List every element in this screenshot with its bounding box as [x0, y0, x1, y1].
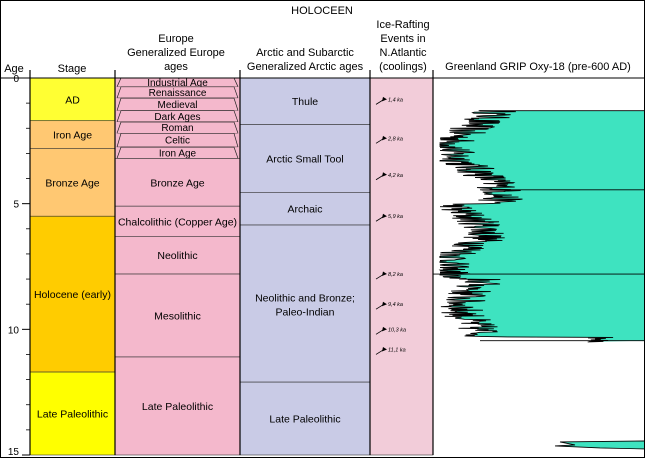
europe-band: [114, 356, 241, 456]
arctic-header-line1: Arctic and Subarctic: [256, 47, 354, 59]
age-header: Age: [4, 63, 24, 75]
europe-band: [114, 236, 241, 275]
europe-label: Neolithic: [157, 250, 197, 262]
ice-event-arrow: [382, 326, 387, 332]
ice-event-arrow: [382, 346, 387, 352]
europe-header-line2: Generalized Europe: [127, 47, 225, 59]
arctic-label: Archaic: [287, 204, 322, 216]
ice-event-label: 10,3 ka: [388, 327, 406, 333]
age-tick-label: 5: [13, 200, 19, 211]
ice-header-line1: Ice-Rafting: [376, 19, 429, 31]
stage-label: Holocene (early): [34, 289, 111, 301]
arctic-label: Neolithic and Bronze;: [255, 293, 355, 305]
arctic-band: [239, 381, 371, 456]
grip-late-segment: [554, 440, 645, 450]
europe-label: Renaissance: [149, 88, 207, 99]
arctic-header-line2: Generalized Arctic ages: [247, 61, 364, 73]
age-tick-label: 15: [8, 447, 20, 458]
stage-header: Stage: [58, 63, 87, 75]
europe-header-line3: ages: [164, 61, 188, 73]
europe-header-line1: Europe: [158, 33, 193, 45]
ice-event-arrow: [382, 135, 387, 141]
ice-event-label: 2,8 ka: [387, 136, 403, 142]
europe-label: Bronze Age: [150, 177, 204, 189]
ice-event-arrow: [382, 271, 387, 277]
ice-event-arrow: [382, 96, 387, 102]
europe-band: [114, 273, 241, 358]
age-axis: 0 5 10 15: [8, 74, 30, 458]
age-tick-label: 10: [8, 325, 20, 336]
stage-column: AD Iron Age Bronze Age Holocene (early) Late…: [29, 77, 116, 456]
stage-band: [29, 215, 116, 373]
arctic-label: Late Paleolithic: [269, 414, 340, 426]
arctic-label: Arctic Small Tool: [266, 153, 343, 165]
ice-rafting-column: 1,4 ka 2,8 ka 4,2 ka 5,9 ka 8,2 ka 9,4 ka 10,3…: [369, 77, 434, 456]
europe-label: Celtic: [165, 136, 190, 147]
europe-label: Roman: [161, 123, 193, 134]
ice-header-line3: N.Atlantic: [379, 47, 427, 59]
chart-title: HOLOCEEN: [291, 5, 353, 17]
arctic-band: [239, 192, 371, 226]
ice-event-arrow: [382, 213, 387, 219]
ice-header-line4: (coolings): [379, 61, 427, 73]
arctic-band: [239, 224, 371, 383]
stage-label: Iron Age: [53, 130, 92, 142]
stage-band: [29, 371, 116, 456]
ice-event-label: 1,4 ka: [388, 97, 403, 103]
europe-label: Iron Age: [159, 148, 197, 159]
europe-label: Chalcolithic (Copper Age): [118, 216, 237, 228]
stage-label: Bronze Age: [45, 177, 99, 189]
arctic-label: Thule: [292, 96, 318, 108]
ice-event-label: 8,2 ka: [388, 272, 403, 278]
arctic-label: Paleo-Indian: [276, 307, 335, 319]
ice-band: [369, 77, 434, 456]
ice-event-arrow: [382, 301, 387, 307]
grip-oxy18-curve: [438, 110, 614, 343]
europe-band: [114, 205, 241, 237]
arctic-band: [239, 124, 371, 193]
europe-label: Dark Ages: [154, 112, 200, 123]
stage-label: AD: [65, 94, 80, 106]
europe-label: Medieval: [157, 100, 197, 111]
grip-fill-area: [440, 110, 645, 342]
stage-label: Late Paleolithic: [37, 409, 108, 421]
europe-label: Late Paleolithic: [142, 401, 213, 413]
grip-column: [433, 110, 645, 450]
europe-band: [114, 158, 241, 207]
ice-event-label: 5,9 ka: [388, 214, 403, 220]
grip-header: Greenland GRIP Oxy-18 (pre-600 AD): [445, 61, 631, 73]
europe-label: Industrial Age: [147, 78, 208, 89]
ice-event-label: 11,1 ka: [388, 347, 406, 353]
ice-event-arrow: [382, 172, 387, 177]
arctic-column: Thule Arctic Small Tool Archaic Neolithic a…: [239, 77, 371, 456]
europe-label: Mesolithic: [154, 311, 201, 323]
ice-event-label: 4,2 ka: [388, 173, 403, 179]
age-tick-label: 0: [13, 74, 19, 85]
ice-event-label: 9,4 ka: [388, 302, 403, 308]
ice-header-line2: Events in: [380, 33, 425, 45]
arctic-band: [239, 77, 371, 125]
